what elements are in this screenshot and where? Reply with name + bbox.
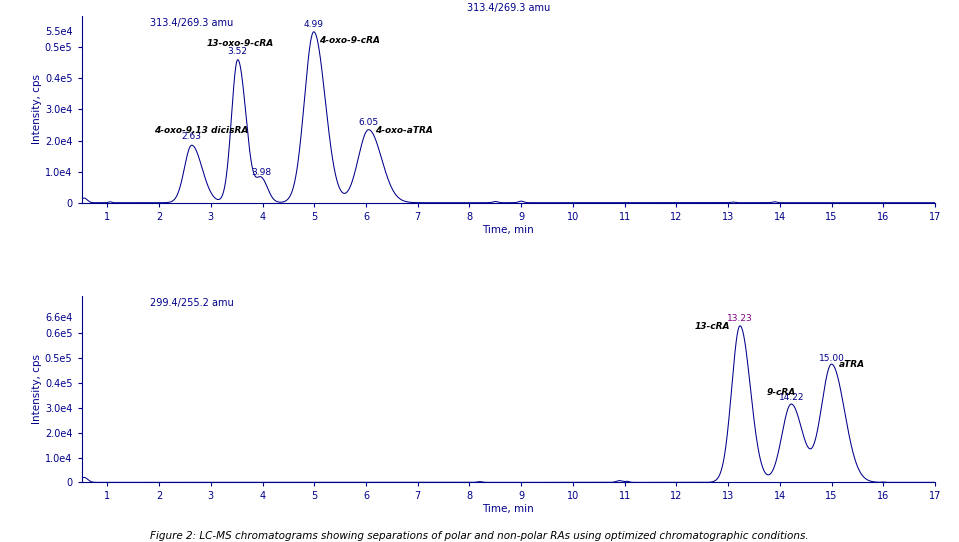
X-axis label: Time, min: Time, min: [482, 224, 534, 235]
Text: 4.99: 4.99: [304, 20, 324, 29]
Text: 5.5e4: 5.5e4: [45, 27, 73, 37]
Text: 15.00: 15.00: [819, 353, 845, 363]
Text: 4-oxo-aTRA: 4-oxo-aTRA: [375, 126, 433, 135]
Text: 313.4/269.3 amu: 313.4/269.3 amu: [150, 18, 233, 28]
Text: Figure 2: LC-MS chromatograms showing separations of polar and non-polar RAs usi: Figure 2: LC-MS chromatograms showing se…: [151, 531, 808, 541]
Text: 2.63: 2.63: [181, 132, 201, 141]
Text: 6.05: 6.05: [359, 118, 379, 127]
Text: 313.4/269.3 amu: 313.4/269.3 amu: [467, 3, 550, 12]
Text: 299.4/255.2 amu: 299.4/255.2 amu: [150, 298, 234, 308]
Text: 4-oxo-9,13 dicisRA: 4-oxo-9,13 dicisRA: [154, 126, 248, 135]
Text: 14.22: 14.22: [779, 393, 804, 402]
Text: 13.23: 13.23: [727, 314, 753, 323]
Y-axis label: Intensity, cps: Intensity, cps: [32, 354, 42, 424]
Text: 6.6e4: 6.6e4: [46, 313, 73, 324]
Y-axis label: Intensity, cps: Intensity, cps: [32, 74, 42, 145]
X-axis label: Time, min: Time, min: [482, 504, 534, 514]
Text: 4-oxo-9-cRA: 4-oxo-9-cRA: [319, 36, 381, 44]
Text: 3.52: 3.52: [227, 47, 247, 56]
Text: aTRA: aTRA: [839, 360, 865, 369]
Text: 3.98: 3.98: [251, 168, 271, 177]
Text: 9-cRA: 9-cRA: [767, 389, 796, 397]
Text: 13-cRA: 13-cRA: [694, 322, 730, 332]
Text: 13-oxo-9-cRA: 13-oxo-9-cRA: [207, 39, 274, 48]
